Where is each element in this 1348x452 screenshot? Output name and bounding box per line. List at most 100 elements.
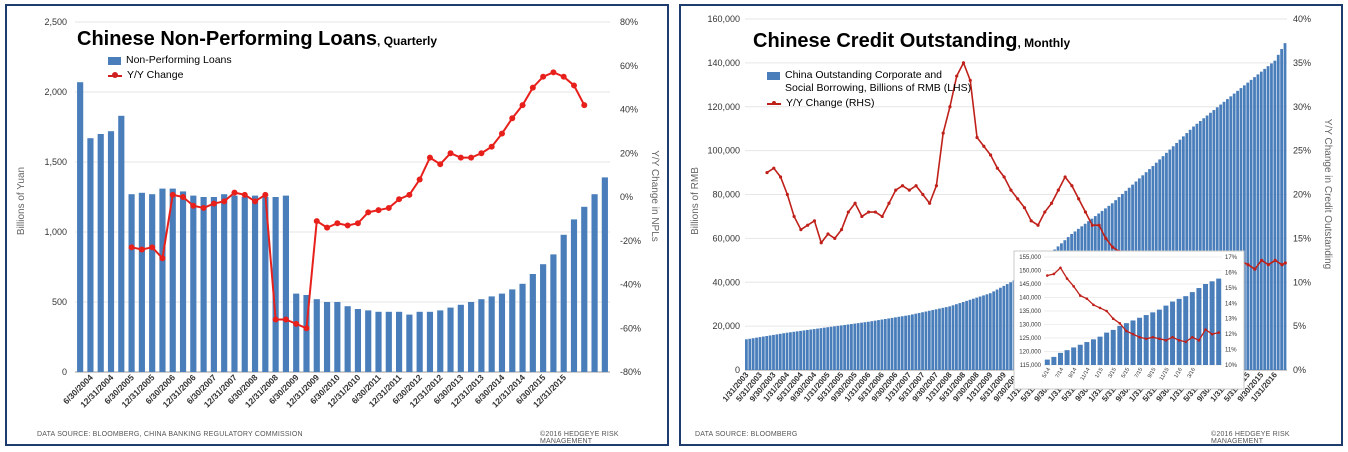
credit-bar <box>873 320 877 370</box>
credit-subtitle-text: Monthly <box>1024 36 1071 50</box>
inset-bar <box>1150 312 1156 365</box>
inset-bar <box>1170 301 1176 365</box>
npl-y-tick-label: 1,000 <box>44 227 67 237</box>
credit-bar <box>799 330 802 370</box>
npl-yoy-point <box>159 255 166 262</box>
credit-yoy-point <box>853 201 857 205</box>
credit-bar <box>1205 115 1209 371</box>
inset-bar <box>1163 305 1169 365</box>
inset-point <box>1092 303 1095 307</box>
credit-inset-chart: 115,000 120,000 125,000 130,000 135,000 140,0… <box>1013 250 1245 390</box>
inset-y-tick-label: 145,000 <box>1019 282 1041 288</box>
npl-y-tick-label: 500 <box>52 297 67 307</box>
npl-bar <box>97 134 104 372</box>
npl-yoy-point <box>406 191 413 198</box>
npl-bar <box>293 293 300 372</box>
credit-bar <box>819 328 823 370</box>
credit-yoy-point <box>1029 219 1033 223</box>
inset-y2-tick-label: 11% <box>1225 348 1237 354</box>
credit-bar <box>856 323 860 370</box>
inset-point <box>1210 332 1214 336</box>
inset-point <box>1118 322 1122 325</box>
credit-yoy-point <box>772 166 776 170</box>
credit-bar <box>816 328 819 370</box>
credit-yoy-point <box>867 210 871 214</box>
credit-bar <box>958 303 962 370</box>
npl-bar <box>221 194 228 372</box>
legend-item-credit: China Outstanding Corporate and Social B… <box>767 69 972 95</box>
credit-bar <box>792 331 796 370</box>
credit-right-axis-label: Y/Y Change in Credit Outstanding <box>1322 119 1333 269</box>
credit-bar <box>924 311 928 370</box>
credit-bar <box>948 306 952 370</box>
credit-bar <box>1239 88 1243 371</box>
inset-y-tick-label: 115,000 <box>1020 363 1042 369</box>
credit-yoy-point <box>1246 263 1250 267</box>
inset-y-tick-label: 125,000 <box>1019 336 1041 342</box>
npl-yoy-point <box>262 191 269 198</box>
npl-bar <box>396 311 403 372</box>
credit-yoy-point <box>907 188 911 192</box>
inset-point <box>1045 274 1049 277</box>
credit-y2-tick-label: 15% <box>1293 233 1311 243</box>
npl-yoy-point <box>200 204 207 211</box>
credit-yoy-point <box>1009 188 1013 192</box>
credit-yoy-point <box>765 170 769 175</box>
npl-bar <box>210 197 217 372</box>
credit-bar <box>850 324 853 370</box>
npl-bar <box>437 310 444 372</box>
npl-y2-tick-label: 0% <box>620 192 633 202</box>
credit-left-axis-ticks: 0 20,000 40,000 60,000 80,000 100,000 120,000 1… <box>707 14 740 375</box>
credit-bar <box>809 329 813 370</box>
inset-bar <box>1137 317 1143 365</box>
credit-footer-source: DATA SOURCE: BLOOMBERG <box>695 431 798 438</box>
npl-bar <box>200 197 207 372</box>
npl-bar <box>272 197 279 372</box>
credit-yoy-point <box>1063 175 1067 179</box>
inset-point <box>1105 309 1108 313</box>
credit-bar <box>883 318 887 370</box>
legend-swatch-bar <box>767 72 780 80</box>
npl-subtitle-text: Quarterly <box>383 34 438 48</box>
inset-x-tick-label: 5/14 <box>1041 367 1052 379</box>
npl-right-axis-label: Y/Y Change in NPLs <box>649 150 660 242</box>
npl-bar <box>323 302 331 372</box>
inset-bar <box>1084 342 1090 365</box>
credit-bar <box>751 338 755 370</box>
npl-yoy-point <box>540 73 547 80</box>
inset-bar <box>1216 278 1222 365</box>
credit-y-tick-label: 80,000 <box>712 190 740 200</box>
credit-yoy-point <box>799 228 803 232</box>
inset-x-tick-label: 11/14 <box>1080 367 1092 382</box>
npl-yoy-point <box>375 207 382 214</box>
credit-bar <box>1195 123 1199 371</box>
npl-footer-source: DATA SOURCE: BLOOMBERG, CHINA BANKING RE… <box>37 431 303 438</box>
legend-swatch-line <box>767 97 781 109</box>
npl-bar <box>550 254 557 372</box>
inset-y2-tick-label: 10% <box>1225 363 1238 369</box>
credit-bar <box>1242 85 1246 371</box>
inset-point <box>1158 337 1161 341</box>
inset-point <box>1171 335 1174 339</box>
credit-yoy-point <box>1049 201 1054 205</box>
inset-y-tick-label: 140,000 <box>1019 296 1041 302</box>
credit-bar <box>805 329 809 370</box>
inset-point <box>1144 337 1148 341</box>
credit-y2-tick-label: 20% <box>1293 190 1311 200</box>
credit-bar <box>1280 48 1284 370</box>
credit-yoy-point <box>819 241 823 245</box>
credit-y2-tick-label: 0% <box>1293 365 1306 375</box>
credit-bar <box>785 332 789 370</box>
npl-yoy-point <box>221 198 228 205</box>
legend-label-credit-yoy: Y/Y Change (RHS) <box>786 97 875 109</box>
npl-bar <box>149 194 156 372</box>
credit-bar <box>982 295 985 370</box>
npl-yoy-point <box>128 244 135 251</box>
credit-bar <box>778 333 782 370</box>
npl-bar <box>447 307 454 372</box>
npl-bar <box>468 302 475 372</box>
credit-bar <box>775 334 779 370</box>
credit-bar <box>802 330 806 370</box>
npl-bar <box>601 177 608 372</box>
npl-yoy-point <box>354 220 361 227</box>
